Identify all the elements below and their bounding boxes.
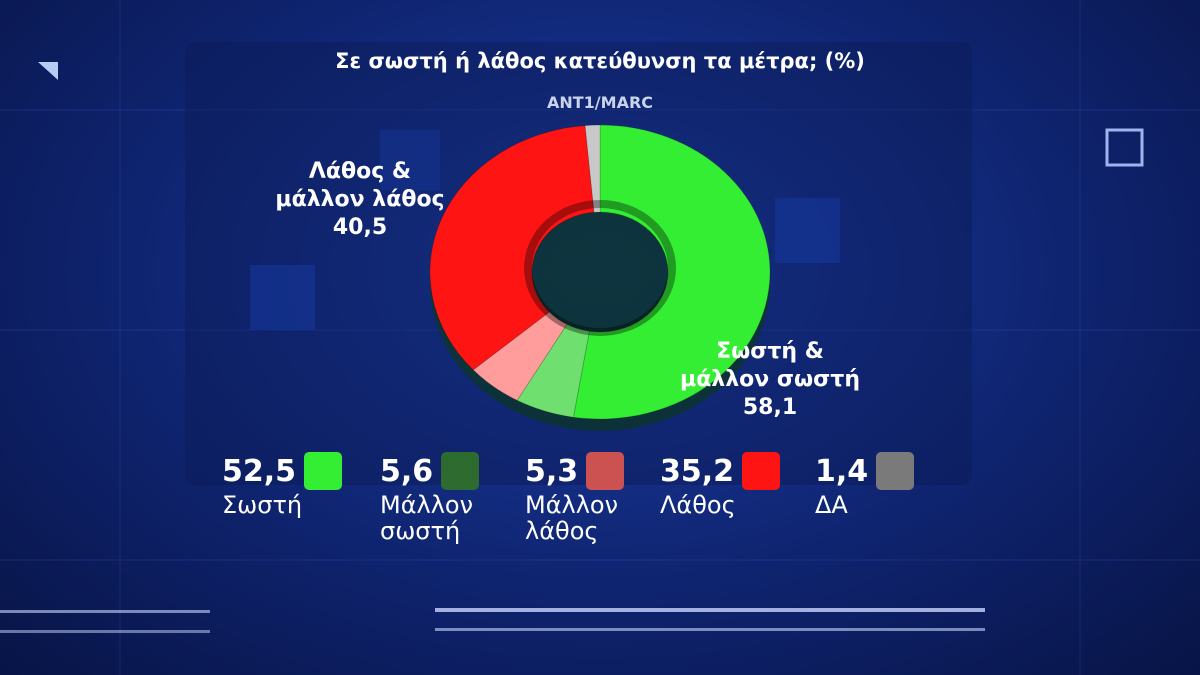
legend-item: 1,4 ΔΑ (815, 452, 935, 518)
annotation-line: 58,1 (742, 395, 798, 420)
legend-label: Σωστή (222, 491, 303, 519)
annotation-line: μάλλον σωστή (680, 367, 860, 392)
legend-label: Λάθος (660, 491, 736, 519)
source: ANT1/MARC (547, 93, 653, 112)
legend-label: ΔΑ (815, 491, 848, 519)
donut-slice (572, 124, 771, 420)
legend-label: Μάλλον σωστή (380, 491, 474, 545)
annotation-line: Σωστή & (716, 339, 824, 364)
annotation-line: 40,5 (332, 215, 388, 240)
annotation: Λάθος & μάλλον λάθος 40,5 (250, 158, 470, 242)
legend-swatch (441, 452, 480, 490)
donut-slice (584, 124, 601, 213)
legend-swatch (742, 452, 781, 490)
annotation-line: μάλλον λάθος (275, 187, 445, 212)
annotation: Σωστή & μάλλον σωστή 58,1 (650, 338, 890, 422)
legend-item: 35,2 Λάθος (660, 452, 781, 519)
legend-label: Μάλλον λάθος (525, 491, 619, 545)
legend-value: 52,5 (222, 453, 297, 489)
legend-value: 5,3 (525, 453, 579, 489)
annotation-line: Λάθος & (308, 159, 412, 184)
legend-value: 35,2 (660, 453, 735, 489)
legend-item: 52,5 Σωστή (222, 452, 343, 519)
donut-slice (472, 311, 568, 402)
donut-hole-shade (524, 200, 676, 336)
legend-value: 1,4 (815, 453, 869, 489)
legend-item: 5,6 Μάλλον σωστή (380, 452, 500, 544)
donut-slice (516, 323, 590, 418)
legend-swatch (586, 452, 625, 490)
legend-swatch (304, 452, 343, 490)
legend-item: 5,3 Μάλλον λάθος (525, 452, 645, 544)
legend-swatch (876, 452, 915, 490)
legend-value: 5,6 (380, 453, 434, 489)
donut (429, 124, 771, 431)
donut-slice (429, 125, 595, 371)
chart-title: Σε σωστή ή λάθος κατεύθυνση τα μέτρα; (%… (335, 49, 865, 73)
